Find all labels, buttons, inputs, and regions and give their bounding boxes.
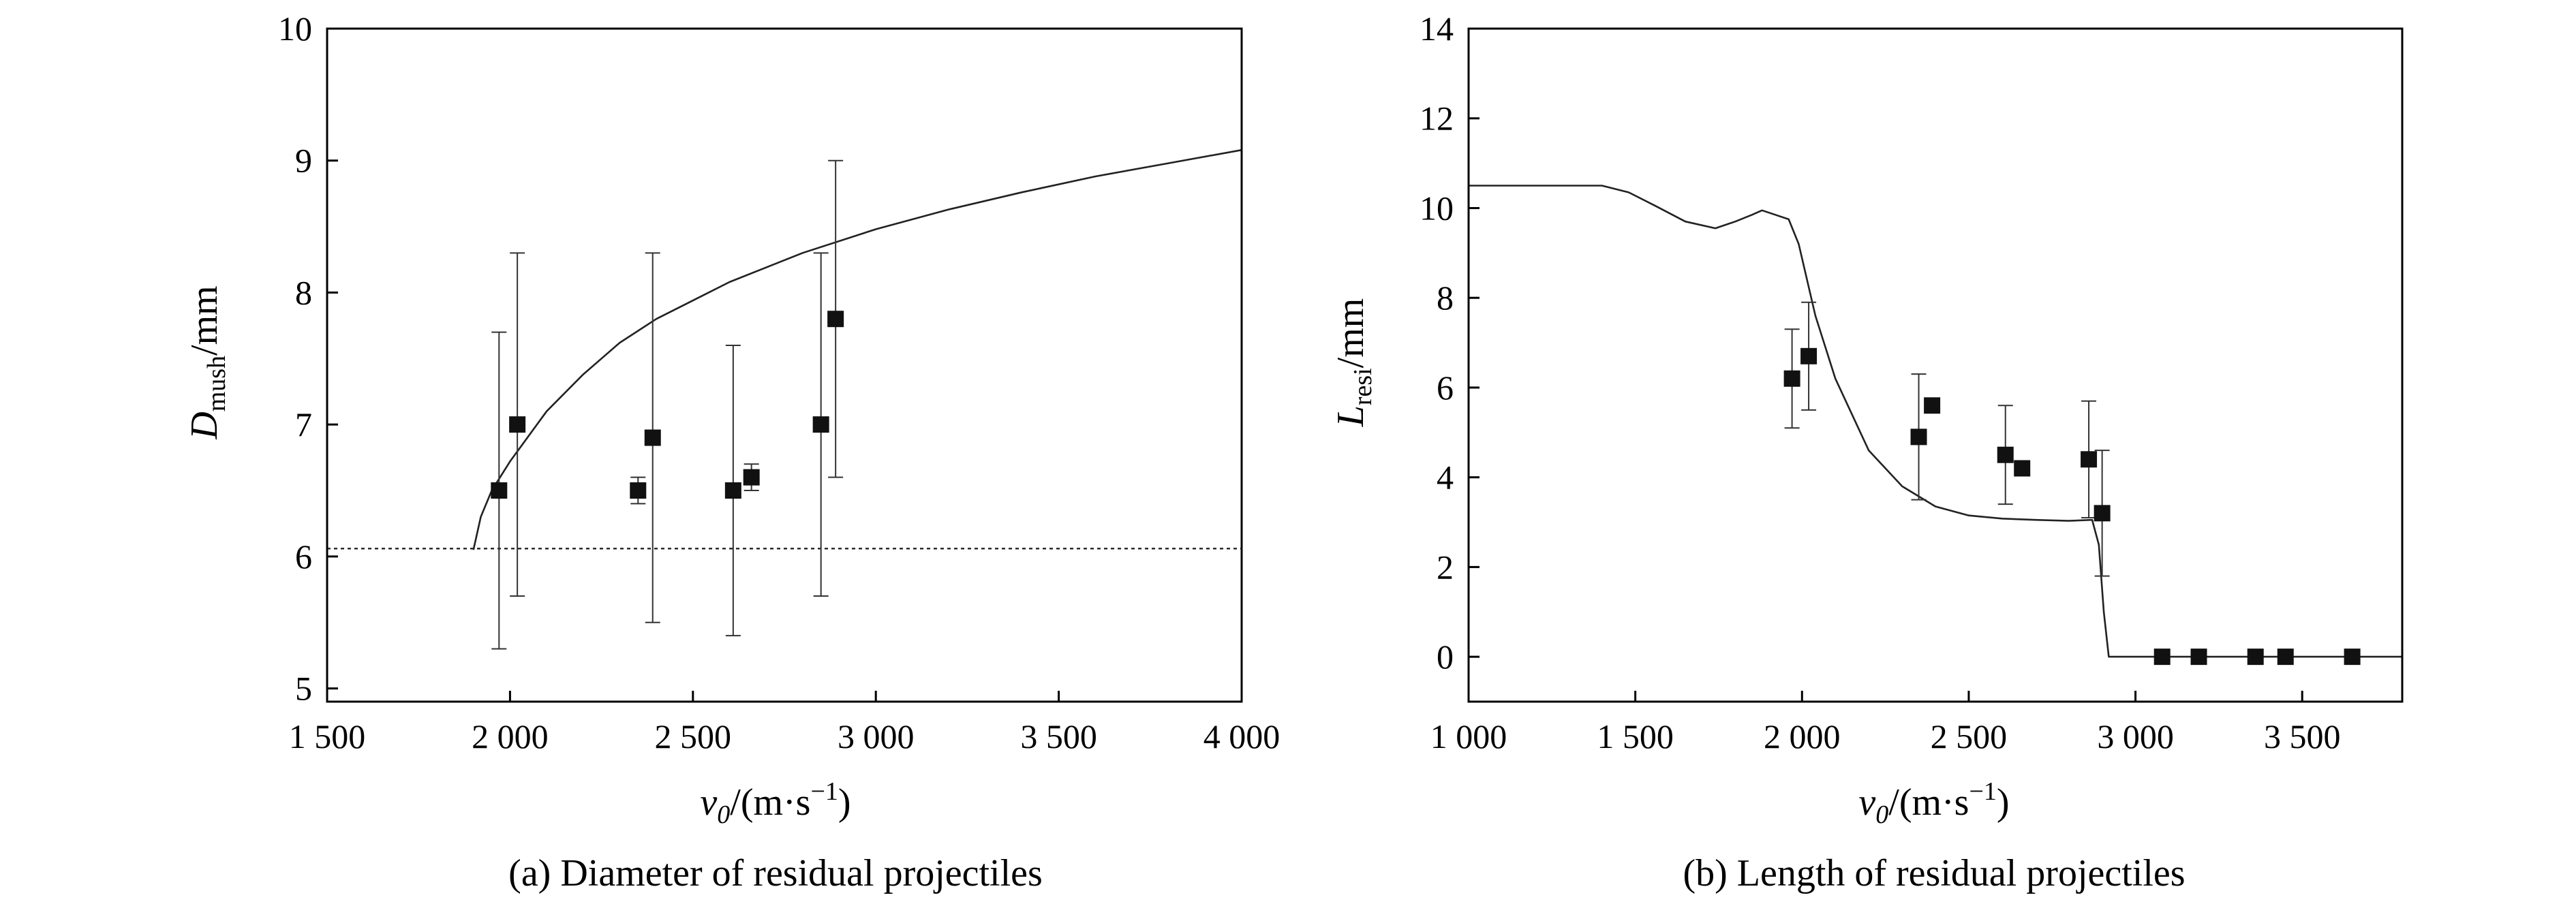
panel-b-x-tick-label: 3 000 [2097, 717, 2174, 755]
panel-b-data-point [2081, 451, 2098, 468]
panel-b-data-point [1997, 446, 2014, 463]
panel-b-data-point [2190, 649, 2207, 666]
panel-a-data-point [743, 469, 760, 486]
panel-a-fitted-curve-layer [472, 149, 1242, 550]
panel-b-data-point [1800, 347, 1818, 364]
panel-a-y-axis-title: Dmush/mm [183, 285, 231, 440]
panel-b-data-point [1910, 428, 1927, 446]
panel-a-data-point [491, 482, 508, 499]
panel-a-x-axis-title: v0/(m·s−1) [700, 777, 850, 829]
panel-a-data-point [827, 311, 844, 328]
panel-b-y-tick-label: 12 [1420, 99, 1454, 138]
panel-a-data-point [630, 482, 647, 499]
panel-a-data-point [724, 482, 741, 499]
panel-b-data-point [1924, 397, 1941, 414]
panel-b-data-point [2014, 460, 2031, 477]
panel-b-y-tick-label: 8 [1437, 279, 1454, 317]
panel-a-errorbar-layer [491, 159, 844, 650]
panel-b-data-point [1783, 370, 1800, 387]
panel-b-fitted-curve [1469, 185, 2402, 658]
panel-b-x-tick-label: 2 500 [1931, 717, 2008, 755]
panel-a-caption: (a) Diameter of residual projectiles [508, 852, 1043, 894]
panel-b-fitted-curve-layer [1469, 185, 2402, 658]
panel-b-marker-layer [1783, 347, 2361, 666]
panel-b-data-point [2277, 649, 2294, 666]
panel-b-y-tick-label: 6 [1437, 369, 1454, 407]
panel-b: 1 000 1 500 2 000 2 500 3 000 3 500 0 2 4 6 8 10 12 1… [1330, 10, 2404, 894]
panel-b-data-point [2344, 649, 2361, 666]
panel-a-data-point [812, 416, 829, 433]
panel-b-y-tick-label: 4 [1437, 458, 1454, 497]
panel-b-x-tick-label: 3 500 [2264, 717, 2341, 755]
panel-a-x-tick-label: 2 000 [472, 717, 549, 755]
panel-a-y-tick-label: 7 [295, 405, 312, 443]
panel-a: 1 500 2 000 2 500 3 000 3 500 4 000 5 6 7 8 9 10 v0… [183, 10, 1280, 894]
panel-b-y-axis-title: Lresi/mm [1330, 298, 1377, 428]
panel-b-y-tick-label: 14 [1420, 10, 1454, 48]
panel-b-y-tick-label: 2 [1437, 548, 1454, 586]
panel-a-axes-layer: 1 500 2 000 2 500 3 000 3 500 4 000 5 6 7 8 9 10 [278, 10, 1280, 755]
panel-b-errorbar-layer [1784, 301, 2110, 577]
panel-b-x-tick-label: 1 000 [1430, 717, 1507, 755]
panel-a-data-point [644, 429, 661, 446]
panel-b-data-point [2153, 649, 2171, 666]
panel-a-x-tick-label: 4 000 [1203, 717, 1281, 755]
panel-b-x-tick-label: 2 000 [1764, 717, 1841, 755]
panel-a-y-tick-label: 9 [295, 142, 312, 180]
panel-b-data-point [2094, 505, 2111, 522]
panel-a-x-tick-label: 2 500 [655, 717, 732, 755]
panel-a-marker-layer [491, 311, 844, 499]
panel-b-plot-frame [1467, 27, 2404, 703]
panel-a-y-tick-label: 6 [295, 537, 312, 576]
panel-a-y-tick-label: 5 [295, 670, 312, 708]
panel-a-data-point [509, 416, 526, 433]
panel-b-y-tick-label: 10 [1420, 189, 1454, 227]
panel-b-y-tick-label: 0 [1437, 638, 1454, 676]
panel-b-data-point [2247, 649, 2264, 666]
panel-b-caption: (b) Length of residual projectiles [1683, 852, 2185, 894]
panel-a-x-tick-label: 3 500 [1020, 717, 1097, 755]
panel-a-x-tick-label: 1 500 [289, 717, 366, 755]
panel-b-x-tick-label: 1 500 [1597, 717, 1674, 755]
panel-a-y-tick-label: 8 [295, 273, 312, 311]
panel-b-x-axis-title: v0/(m·s−1) [1858, 777, 2009, 829]
panel-a-fitted-curve [472, 149, 1242, 550]
panel-a-x-tick-label: 3 000 [838, 717, 915, 755]
panel-a-y-tick-label: 10 [278, 10, 312, 48]
panel-b-axes-layer: 1 000 1 500 2 000 2 500 3 000 3 500 0 2 4 6 8 10 12 1… [1420, 10, 2404, 755]
panel-a-plot-frame [326, 27, 1243, 703]
